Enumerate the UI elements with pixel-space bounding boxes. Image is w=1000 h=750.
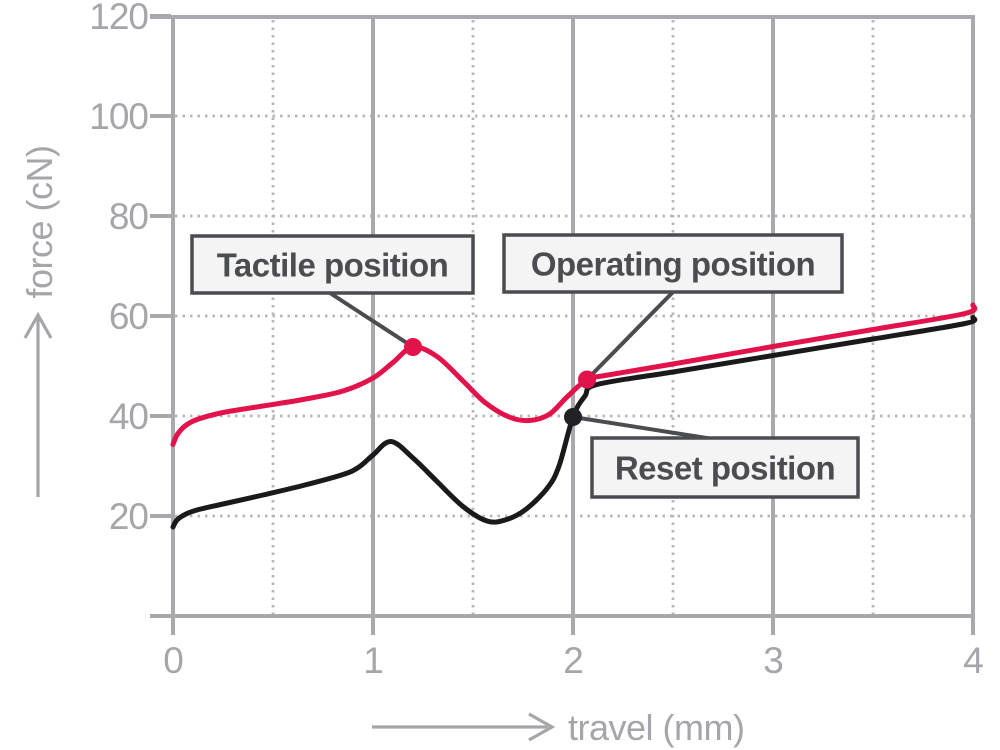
y-tick-labels: 20 40 60 80 100 120 [89, 0, 149, 537]
y-axis-title-group: force (cN) [19, 145, 60, 497]
tactile-leader-line [328, 291, 415, 349]
annotation-boxes: Tactile position Operating position Reset … [190, 233, 860, 499]
x-axis-title-group: travel (mm) [372, 707, 745, 748]
up-arrow-head [23, 311, 53, 339]
series-curves [170, 302, 978, 530]
x-tick-label-4: 4 [963, 640, 983, 681]
y-tick-marks [150, 14, 171, 518]
x-tick-label-2: 2 [563, 640, 583, 681]
tactile-label-box [190, 234, 475, 295]
x-axis-title: travel (mm) [568, 707, 745, 748]
axes [150, 15, 975, 635]
y-tick-label-60: 60 [109, 296, 149, 337]
operating-leader-line [585, 290, 675, 381]
y-axis-title: force (cN) [19, 145, 60, 298]
tactile-marker-dot [404, 338, 422, 356]
y-tick-label-80: 80 [109, 196, 149, 237]
y-tick-label-100: 100 [89, 96, 148, 137]
reset-marker-dot [564, 408, 582, 426]
up-arrow-icon [23, 311, 53, 497]
gridlines [175, 17, 975, 635]
annotation-markers [404, 338, 596, 426]
x-tick-label-0: 0 [163, 640, 183, 681]
operating-marker-dot [578, 370, 596, 389]
curve-press-stroke [170, 302, 978, 447]
annotation-leaders [328, 290, 714, 441]
reset-label-box [590, 436, 860, 499]
tactile-label-text: Tactile position [217, 247, 449, 284]
operating-label-text: Operating position [531, 246, 815, 283]
reset-leader-line [572, 415, 714, 441]
y-tick-label-120: 120 [89, 0, 148, 37]
y-tick-label-40: 40 [109, 396, 149, 437]
right-arrow-head [528, 712, 556, 742]
curve-release-stroke [170, 315, 978, 530]
right-arrow-icon [372, 712, 556, 742]
x-tick-label-3: 3 [763, 640, 783, 681]
x-tick-labels: 0 1 2 3 4 [163, 640, 984, 681]
operating-label-box [502, 233, 844, 294]
reset-label-text: Reset position [615, 450, 835, 487]
x-tick-label-1: 1 [363, 640, 383, 681]
y-tick-label-20: 20 [109, 496, 149, 537]
